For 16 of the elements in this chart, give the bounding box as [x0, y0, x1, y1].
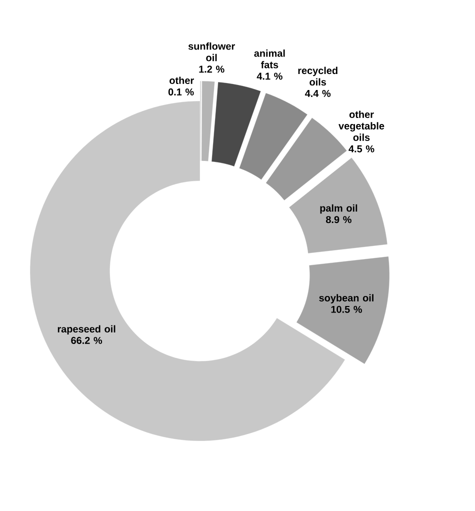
slice-label: palm oil: [320, 204, 358, 214]
data-label: 0.1 %: [168, 88, 194, 96]
data-label: 8.9 %: [326, 216, 352, 224]
slice-label: recycled oils: [298, 66, 338, 86]
slice-label: other: [170, 76, 194, 84]
data-label: 1.2 %: [199, 66, 224, 73]
data-label: 4.4 %: [304, 90, 331, 97]
slice-label: other vegetable oils: [338, 110, 384, 141]
slice-label: animal fats: [254, 50, 285, 68]
data-label: 4.5 %: [348, 145, 374, 152]
data-label: 4.1 %: [256, 72, 282, 80]
data-label: 10.5 %: [331, 306, 362, 313]
data-label: 66.2 %: [71, 336, 102, 344]
slice-label: sunflower oil: [188, 42, 235, 62]
slice-label: soybean oil: [319, 294, 374, 304]
slice-label: rapeseed oil: [58, 325, 116, 334]
